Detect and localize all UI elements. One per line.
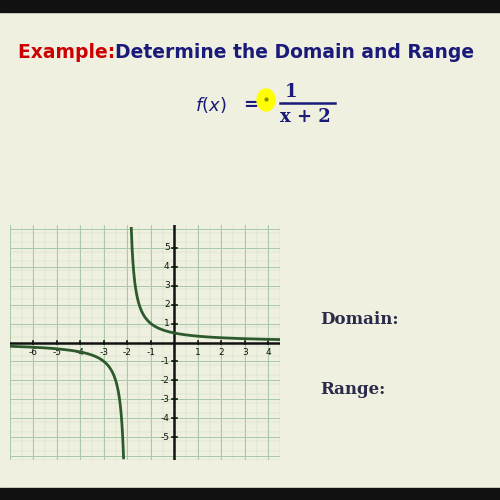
Text: -3: -3: [160, 395, 170, 404]
Text: Example:: Example:: [18, 42, 128, 62]
Text: Domain:: Domain:: [320, 312, 398, 328]
Ellipse shape: [257, 89, 275, 111]
Text: -4: -4: [161, 414, 170, 423]
Text: 2: 2: [218, 348, 224, 357]
Text: -1: -1: [160, 357, 170, 366]
Text: -1: -1: [146, 348, 156, 357]
Text: 3: 3: [242, 348, 248, 357]
Text: x + 2: x + 2: [280, 108, 331, 126]
Text: -2: -2: [123, 348, 132, 357]
Text: $f(x)$: $f(x)$: [195, 95, 226, 115]
Text: -4: -4: [76, 348, 85, 357]
Text: -2: -2: [161, 376, 170, 385]
Text: 4: 4: [164, 262, 170, 271]
Text: -5: -5: [52, 348, 62, 357]
Text: 1: 1: [285, 83, 298, 101]
Text: -6: -6: [29, 348, 38, 357]
Text: =: =: [243, 96, 258, 114]
Text: 1: 1: [195, 348, 200, 357]
Text: 1: 1: [164, 319, 170, 328]
Text: 3: 3: [164, 281, 170, 290]
Text: 4: 4: [266, 348, 271, 357]
Text: Range:: Range:: [320, 382, 385, 398]
Text: -5: -5: [160, 433, 170, 442]
Text: 5: 5: [164, 243, 170, 252]
Text: Determine the Domain and Range: Determine the Domain and Range: [115, 42, 474, 62]
Text: -3: -3: [100, 348, 108, 357]
Text: 2: 2: [164, 300, 170, 309]
